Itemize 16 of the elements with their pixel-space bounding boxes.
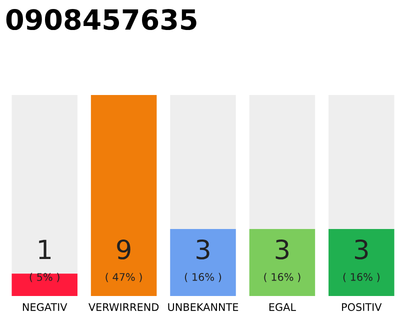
x-tick-label: UNBEKANNTE	[168, 303, 238, 312]
annotation: ( 16% )	[184, 272, 222, 282]
annotation: ( 16% )	[343, 272, 380, 282]
data-label: 3	[276, 239, 288, 260]
data-label: 1	[39, 240, 51, 260]
x-tick-label: EGAL	[269, 303, 296, 312]
annotation: ( 5% )	[30, 272, 60, 282]
data-label: 3	[355, 239, 368, 260]
data-label: 9	[117, 239, 130, 260]
data-label: 3	[196, 239, 210, 260]
annotation: ( 47% )	[106, 272, 142, 282]
x-tick-label: VERWIRREND	[88, 303, 159, 311]
x-tick-label: NEGATIV	[22, 303, 68, 312]
annotation: ( 16% )	[264, 272, 300, 282]
x-tick-label: POSITIV	[342, 303, 382, 312]
chart-title: 0908457635	[6, 9, 196, 30]
